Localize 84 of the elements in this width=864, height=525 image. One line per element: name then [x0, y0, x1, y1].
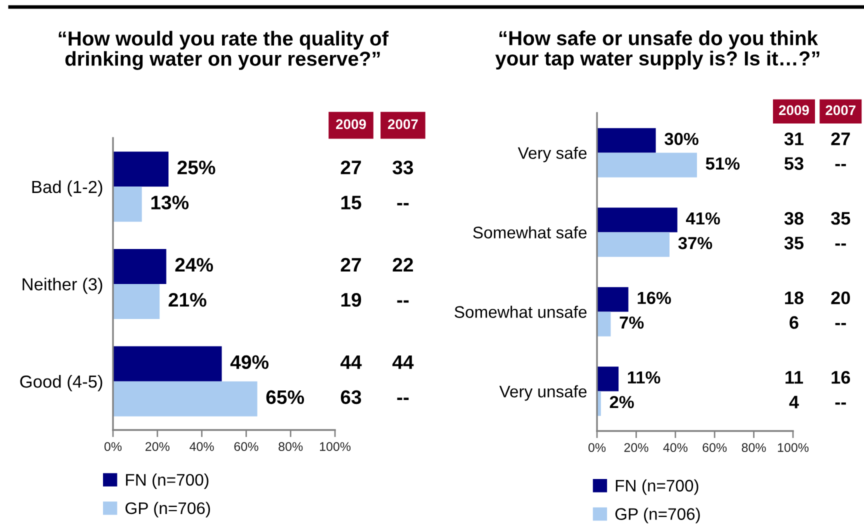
x-tick-label: 80% — [278, 442, 303, 451]
y-tick-label: Very unsafe — [499, 385, 587, 401]
text: -- — [835, 402, 846, 405]
text: 63 — [340, 390, 362, 404]
text: 33 — [392, 160, 414, 174]
text: 44 — [340, 355, 362, 369]
annotation: 38 — [784, 212, 804, 225]
x-tick-label: 100% — [320, 442, 351, 451]
text: 35 — [831, 212, 850, 225]
data-label: 30% — [664, 132, 698, 146]
data-label: 21% — [168, 292, 206, 307]
data-label: 51% — [706, 157, 740, 170]
bar — [597, 232, 670, 257]
text: 2007 — [388, 119, 418, 130]
text: -- — [397, 300, 409, 303]
data-label: 25% — [178, 160, 216, 174]
x-tick-label: 0% — [104, 442, 122, 451]
bar — [597, 287, 628, 312]
text: 27 — [340, 258, 361, 272]
text: -- — [397, 398, 409, 400]
text: -- — [835, 243, 846, 246]
bar — [113, 248, 166, 284]
bar — [597, 312, 611, 336]
y-tick-label: Good (4-5) — [20, 375, 102, 392]
x-tick-label: 40% — [663, 443, 688, 452]
text: 2009 — [336, 119, 366, 130]
text: 44 — [392, 355, 414, 369]
x-tick-label: 100% — [778, 443, 809, 452]
data-label: 24% — [175, 258, 214, 272]
y-tick-label: Bad (1-2) — [32, 180, 102, 197]
x-tick-label: 80% — [742, 443, 766, 452]
annotation: 11 — [786, 371, 804, 384]
bar — [597, 366, 619, 392]
text: 22 — [392, 258, 413, 272]
text: 20 — [831, 291, 850, 304]
text: 16 — [832, 370, 850, 384]
y-tick-label: Somewhat safe — [473, 226, 587, 238]
annotation: 31 — [784, 132, 804, 146]
legend-label: GP (n=706) — [615, 508, 700, 524]
bar — [113, 381, 258, 416]
data-label: 49% — [230, 355, 269, 370]
bar — [597, 152, 697, 178]
data-label: 13% — [151, 196, 189, 210]
text: 27 — [340, 160, 361, 174]
bar — [597, 128, 656, 153]
legend-label: GP (n=706) — [126, 502, 210, 518]
bar — [597, 208, 678, 232]
chart-title: “How safe or unsafe do you think your tap water supply is? Is it…?” — [495, 30, 820, 70]
bar — [113, 346, 222, 382]
bar — [113, 186, 142, 222]
chart-title: “How would you rate the quality of drinking water on your reserve?” — [58, 30, 389, 70]
bar — [113, 152, 168, 187]
annotation: 4 — [789, 396, 799, 408]
text: -- — [397, 203, 409, 206]
annotation: 35 — [784, 236, 804, 250]
text: 19 — [341, 292, 362, 307]
x-tick-label: 20% — [624, 443, 648, 452]
x-tick-label: 0% — [588, 443, 606, 452]
x-tick-label: 60% — [234, 442, 258, 451]
y-tick-label: Very safe — [518, 146, 587, 162]
y-tick-label: Neither (3) — [22, 278, 102, 294]
annotation: 6 — [790, 316, 798, 329]
bar — [113, 284, 160, 320]
x-tick-label: 60% — [702, 443, 727, 452]
y-tick-label: Somewhat unsafe — [454, 306, 587, 318]
x-tick-label: 20% — [146, 442, 170, 451]
data-label: 7% — [620, 316, 644, 329]
data-label: 37% — [678, 236, 712, 250]
data-label: 11% — [628, 371, 660, 384]
data-label: 65% — [266, 390, 304, 404]
x-tick-label: 40% — [190, 442, 214, 451]
text: 15 — [341, 196, 362, 210]
annotation: 2009 — [779, 105, 809, 116]
text: 2007 — [826, 105, 856, 116]
text: -- — [835, 164, 846, 166]
legend-label: FN (n=700) — [616, 479, 698, 495]
annotation: 18 — [785, 291, 804, 304]
annotation: 53 — [784, 157, 804, 170]
text: 27 — [831, 132, 850, 146]
text: -- — [835, 322, 846, 326]
data-label: 41% — [686, 212, 720, 225]
data-label: 2% — [610, 396, 634, 408]
legend-label: FN (n=700) — [126, 474, 208, 490]
data-label: 16% — [638, 292, 671, 304]
